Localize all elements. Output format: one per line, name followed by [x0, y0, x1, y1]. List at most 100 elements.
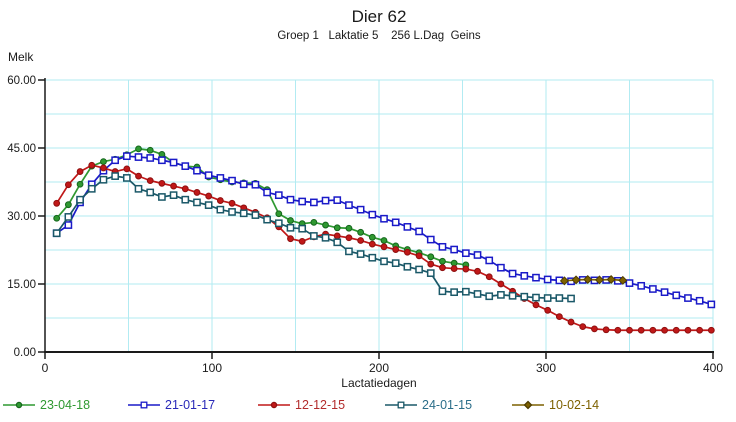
- series-marker-21-01-17: [485, 256, 494, 265]
- legend-marker-10-02-14: [512, 400, 544, 409]
- series-marker-21-01-17: [497, 263, 505, 272]
- x-axis-title: Lactatiedagen: [341, 376, 417, 390]
- series-marker-21-01-17: [403, 223, 412, 231]
- series-marker-24-01-15: [204, 201, 213, 209]
- series-marker-24-01-15: [310, 232, 318, 240]
- series-marker-12-12-15: [123, 165, 131, 173]
- series-marker-21-01-17: [181, 162, 190, 170]
- series-marker-24-01-15: [450, 288, 458, 297]
- series-marker-10-02-14: [571, 275, 581, 285]
- series-marker-21-01-17: [532, 273, 540, 282]
- series-marker-21-01-17: [438, 242, 447, 251]
- series-marker-12-12-15: [392, 246, 400, 253]
- series-marker-23-04-18: [275, 210, 283, 218]
- series-marker-12-12-15: [146, 177, 154, 185]
- series-marker-24-01-15: [181, 195, 190, 204]
- series-marker-21-01-17: [239, 180, 248, 189]
- circle-marker-icon: [15, 401, 23, 408]
- series-marker-24-01-15: [298, 224, 307, 233]
- series-marker-21-01-17: [134, 153, 143, 161]
- series-marker-12-12-15: [707, 326, 715, 334]
- series-marker-23-04-18: [146, 146, 154, 154]
- legend-label: 24-01-15: [422, 397, 473, 412]
- legend-marker-24-01-15: [385, 401, 417, 408]
- series-marker-10-02-14: [583, 274, 593, 284]
- series-marker-24-01-15: [158, 193, 166, 201]
- series-marker-12-12-15: [591, 325, 598, 333]
- series-marker-10-02-14: [606, 274, 616, 284]
- series-marker-24-01-15: [52, 229, 61, 238]
- series-marker-23-04-18: [322, 221, 329, 229]
- series-marker-21-01-17: [286, 195, 295, 204]
- series-marker-12-12-15: [649, 326, 657, 334]
- series-marker-12-12-15: [357, 237, 365, 244]
- series-marker-12-12-15: [216, 197, 224, 204]
- legend-label: 23-04-18: [40, 397, 91, 412]
- series-marker-23-04-18: [76, 180, 84, 188]
- chart-subtitle: Groep 1 Laktatie 5 256 L.Dag Geins: [277, 30, 481, 42]
- series-marker-24-01-15: [532, 293, 540, 302]
- series-marker-23-04-18: [333, 224, 341, 232]
- x-tick-label: 100: [202, 361, 222, 375]
- series-marker-12-12-15: [614, 326, 622, 334]
- series-marker-21-01-17: [625, 279, 634, 287]
- series-marker-10-02-14: [559, 276, 569, 286]
- series-marker-23-04-18: [158, 150, 166, 158]
- y-tick-label: 60.00: [7, 75, 36, 87]
- series-marker-24-01-15: [543, 294, 552, 302]
- series-marker-12-12-15: [672, 326, 680, 334]
- series-marker-12-12-15: [205, 192, 213, 200]
- series-marker-12-12-15: [555, 313, 563, 321]
- series-marker-12-12-15: [415, 252, 423, 260]
- series-marker-12-12-15: [602, 326, 610, 334]
- series-marker-23-04-18: [439, 257, 446, 265]
- x-tick-label: 0: [42, 361, 49, 375]
- series-marker-12-12-15: [497, 280, 505, 288]
- series-marker-24-01-15: [415, 265, 423, 274]
- series-marker-21-01-17: [345, 201, 353, 209]
- series-marker-24-01-15: [356, 250, 365, 258]
- legend-label: 12-12-15: [295, 397, 346, 412]
- series-marker-12-12-15: [637, 326, 645, 334]
- series-marker-21-01-17: [461, 249, 470, 258]
- series-marker-23-04-18: [100, 158, 107, 166]
- series-marker-24-01-15: [76, 195, 84, 204]
- series-marker-24-01-15: [461, 287, 470, 296]
- series-marker-21-01-17: [356, 205, 365, 214]
- series-marker-12-12-15: [88, 161, 96, 169]
- series-marker-12-12-15: [439, 264, 446, 272]
- legend-label: 10-02-14: [549, 397, 600, 412]
- series-marker-12-12-15: [485, 273, 493, 281]
- series-marker-21-01-17: [684, 294, 692, 302]
- series-marker-24-01-15: [426, 269, 435, 277]
- x-tick-label: 400: [703, 361, 723, 375]
- series-marker-24-01-15: [239, 209, 248, 218]
- series-marker-23-04-18: [287, 217, 294, 224]
- series-marker-12-12-15: [579, 323, 587, 331]
- square-marker-icon: [140, 401, 148, 408]
- series-marker-21-01-17: [695, 296, 704, 305]
- y-tick-label: 15.00: [7, 279, 36, 291]
- series-marker-12-12-15: [427, 260, 435, 268]
- series-marker-21-01-17: [391, 218, 400, 227]
- square-marker-icon: [397, 401, 405, 408]
- series-marker-12-12-15: [544, 306, 552, 314]
- legend-item-12-12-15: 12-12-15: [258, 397, 345, 412]
- series-marker-24-01-15: [508, 291, 517, 300]
- series-marker-21-01-17: [146, 154, 155, 162]
- circle-marker-icon: [270, 401, 278, 408]
- series-marker-24-01-15: [286, 223, 295, 232]
- x-tick-label: 300: [536, 361, 556, 375]
- series-marker-24-01-15: [485, 292, 494, 301]
- legend-marker-21-01-17: [128, 401, 160, 408]
- series-marker-24-01-15: [274, 219, 283, 228]
- legend-marker-12-12-15: [258, 401, 290, 408]
- series-marker-21-01-17: [473, 251, 482, 259]
- series-marker-21-01-17: [672, 291, 681, 300]
- series-marker-12-12-15: [287, 235, 294, 243]
- series-marker-21-01-17: [111, 156, 119, 165]
- series-marker-12-12-15: [532, 301, 540, 309]
- series-marker-21-01-17: [298, 197, 307, 206]
- y-axis-title: Melk: [8, 50, 34, 64]
- series-marker-21-01-17: [649, 285, 657, 293]
